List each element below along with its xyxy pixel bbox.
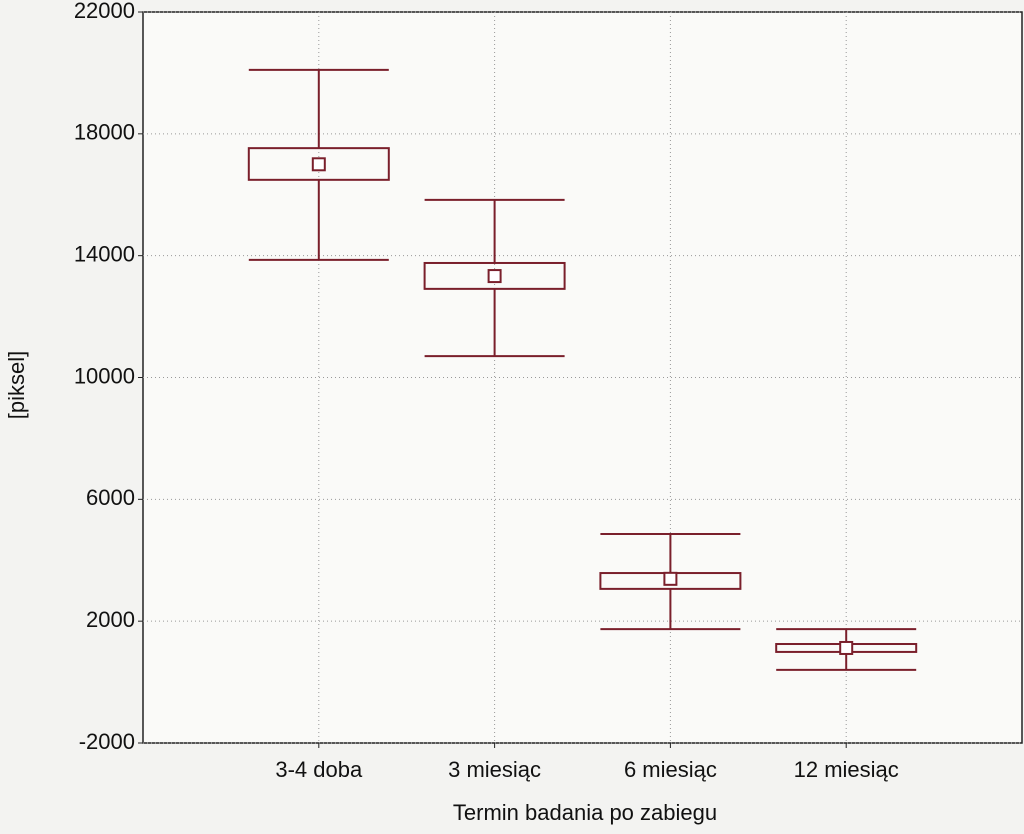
x-tick-label: 3 miesiąc [448, 757, 541, 782]
box [247, 147, 390, 181]
y-axis-title: [piksel] [4, 351, 29, 419]
mean-marker [311, 157, 326, 172]
x-tick-label: 3-4 doba [275, 757, 363, 782]
y-tick-label: 14000 [74, 241, 135, 266]
y-tick-label: -2000 [79, 729, 135, 754]
x-axis-title: Termin badania po zabiegu [453, 800, 717, 825]
x-tick-label: 6 miesiąc [624, 757, 717, 782]
y-tick-label: 2000 [86, 607, 135, 632]
box [423, 261, 566, 290]
y-tick-label: 18000 [74, 120, 135, 145]
y-tick-label: 22000 [74, 0, 135, 23]
x-tick-label: 12 miesiąc [794, 757, 899, 782]
plot-area [142, 11, 1023, 744]
mean-marker [839, 640, 854, 655]
y-tick-label: 10000 [74, 363, 135, 388]
y-tick-label: 6000 [86, 485, 135, 510]
mean-marker [663, 571, 678, 586]
mean-marker [487, 269, 502, 284]
